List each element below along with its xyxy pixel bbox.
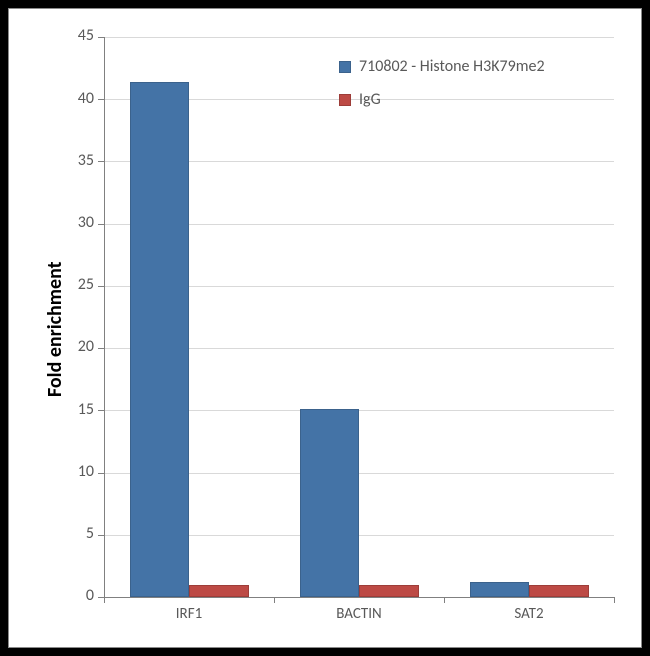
x-tick-label: BACTIN (274, 605, 444, 623)
legend-swatch (339, 94, 351, 106)
bar (300, 409, 360, 597)
y-tick-label: 15 (64, 400, 94, 419)
x-tick-mark (104, 597, 105, 603)
y-tick-label: 30 (64, 213, 94, 232)
legend-item: 710802 - Histone H3K79me2 (339, 57, 545, 76)
x-tick-mark (614, 597, 615, 603)
bar (529, 585, 589, 597)
y-tick-label: 20 (64, 337, 94, 356)
y-tick-label: 25 (64, 275, 94, 294)
bar (359, 585, 419, 597)
chart-frame: Fold enrichment 710802 - Histone H3K79me… (8, 8, 642, 648)
bar (189, 585, 249, 597)
x-axis-line (104, 597, 614, 598)
y-tick-label: 0 (64, 586, 94, 605)
legend-swatch (339, 61, 351, 73)
y-tick-label: 45 (64, 26, 94, 45)
x-tick-label: IRF1 (104, 605, 274, 623)
y-axis-line (104, 37, 105, 597)
bar (130, 82, 190, 597)
x-tick-label: SAT2 (444, 605, 614, 623)
x-tick-mark (444, 597, 445, 603)
legend-label: 710802 - Histone H3K79me2 (359, 57, 545, 76)
legend-item: IgG (339, 90, 545, 109)
legend-label: IgG (359, 90, 381, 109)
legend: 710802 - Histone H3K79me2 IgG (339, 57, 545, 109)
x-tick-mark (274, 597, 275, 603)
y-tick-label: 5 (64, 524, 94, 543)
bar (470, 582, 530, 597)
plot-area (104, 37, 614, 597)
gridline (104, 37, 614, 38)
y-tick-label: 40 (64, 89, 94, 108)
y-tick-label: 10 (64, 462, 94, 481)
y-tick-label: 35 (64, 151, 94, 170)
